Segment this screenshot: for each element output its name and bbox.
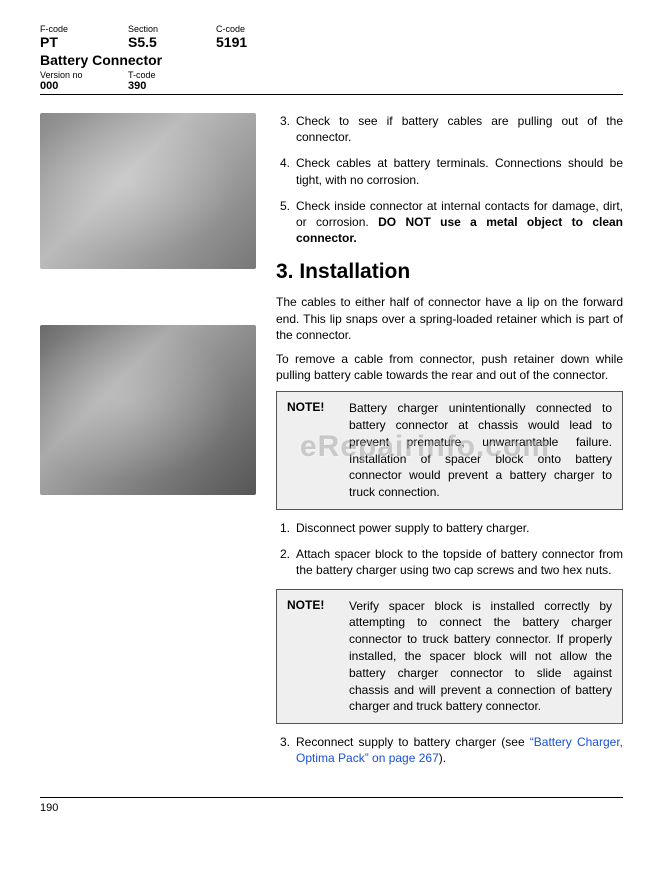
- step-4: 4. Check cables at battery terminals. Co…: [276, 155, 623, 187]
- step-num: 3.: [276, 113, 296, 145]
- step-num: 3.: [276, 734, 296, 766]
- doc-title: Battery Connector: [40, 52, 623, 68]
- footer: 190: [40, 797, 623, 814]
- step-5: 5. Check inside connector at internal co…: [276, 198, 623, 247]
- version-value: 000: [40, 80, 128, 92]
- tcode-value: 390: [128, 80, 156, 92]
- step-num: 1.: [276, 520, 296, 536]
- note-label: NOTE!: [287, 598, 349, 716]
- step-3: 3. Check to see if battery cables are pu…: [276, 113, 623, 145]
- step-text: Attach spacer block to the topside of ba…: [296, 546, 623, 578]
- section-label: Section: [128, 24, 216, 34]
- figure-connector-closeup: [40, 113, 256, 269]
- inspection-steps: 3. Check to see if battery cables are pu…: [276, 113, 623, 246]
- content-area: 3. Check to see if battery cables are pu…: [40, 113, 623, 777]
- note-label: NOTE!: [287, 400, 349, 501]
- section-value: S5.5: [128, 34, 216, 50]
- version-label: Version no: [40, 70, 128, 80]
- note-text: Battery charger unintentionally connecte…: [349, 400, 612, 501]
- body-para-1: The cables to either half of connector h…: [276, 294, 623, 343]
- note-box-2: NOTE! Verify spacer block is installed c…: [276, 589, 623, 725]
- step-text-a: Reconnect supply to battery charger (see: [296, 735, 530, 749]
- page: F-code PT Section S5.5 C-code 5191 Batte…: [0, 0, 655, 834]
- doc-header: F-code PT Section S5.5 C-code 5191 Batte…: [40, 24, 623, 95]
- ccode-value: 5191: [216, 34, 247, 50]
- step-text: Reconnect supply to battery charger (see…: [296, 734, 623, 766]
- note-box-1: NOTE! Battery charger unintentionally co…: [276, 391, 623, 510]
- install-steps-2: 3. Reconnect supply to battery charger (…: [276, 734, 623, 766]
- header-rule: [40, 94, 623, 95]
- tcode-label: T-code: [128, 70, 156, 80]
- section-heading: 3. Installation: [276, 260, 623, 284]
- step-2: 2. Attach spacer block to the topside of…: [276, 546, 623, 578]
- step-3b: 3. Reconnect supply to battery charger (…: [276, 734, 623, 766]
- fcode-label: F-code: [40, 24, 128, 34]
- figure-cable-removal: [40, 325, 256, 495]
- step-text: Check inside connector at internal conta…: [296, 198, 623, 247]
- step-text-b: ).: [439, 751, 446, 765]
- step-text: Check to see if battery cables are pulli…: [296, 113, 623, 145]
- step-num: 5.: [276, 198, 296, 247]
- ccode-label: C-code: [216, 24, 247, 34]
- step-text: Check cables at battery terminals. Conne…: [296, 155, 623, 187]
- right-column: 3. Check to see if battery cables are pu…: [268, 113, 623, 777]
- step-num: 2.: [276, 546, 296, 578]
- step-1: 1. Disconnect power supply to battery ch…: [276, 520, 623, 536]
- page-number: 190: [40, 802, 58, 814]
- note-text: Verify spacer block is installed correct…: [349, 598, 612, 716]
- step-num: 4.: [276, 155, 296, 187]
- fcode-value: PT: [40, 34, 128, 50]
- install-steps-1: 1. Disconnect power supply to battery ch…: [276, 520, 623, 579]
- step-text: Disconnect power supply to battery charg…: [296, 520, 623, 536]
- body-para-2: To remove a cable from connector, push r…: [276, 351, 623, 383]
- left-column: [40, 113, 268, 777]
